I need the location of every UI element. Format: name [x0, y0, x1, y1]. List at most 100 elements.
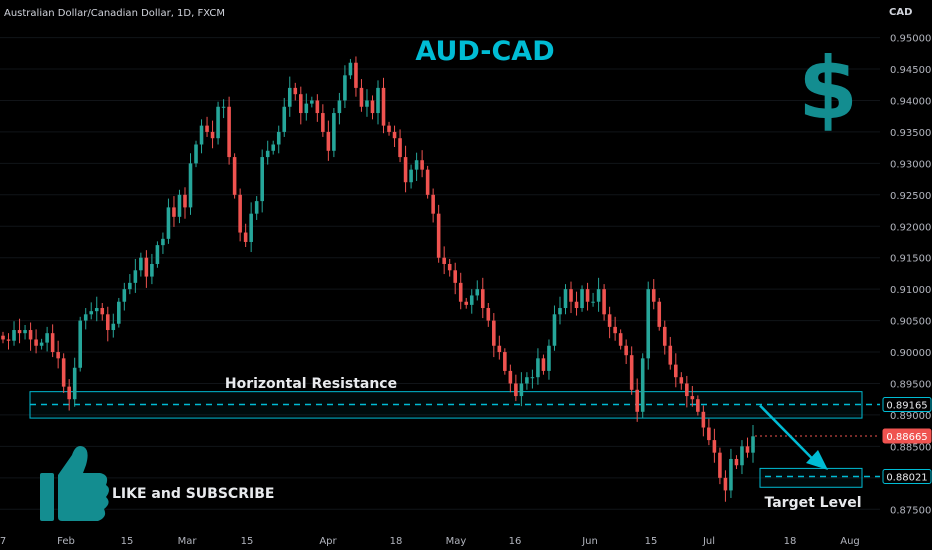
candle-body — [674, 364, 678, 378]
dollar-sign-icon: $ — [798, 39, 858, 139]
candle-body — [414, 160, 419, 170]
candle-body — [111, 323, 116, 331]
candle-body — [6, 339, 11, 341]
candle — [745, 437, 750, 458]
price-axis[interactable]: 0.95000 0.94500 0.94000 0.93500 0.93000 0.925… — [882, 34, 932, 517]
candle — [172, 196, 176, 227]
candle-body — [194, 144, 198, 164]
candle-body — [580, 289, 584, 309]
candle — [607, 306, 612, 339]
currency-label: CAD — [889, 7, 912, 18]
candle — [227, 96, 231, 165]
candle-body — [574, 301, 579, 309]
candle — [569, 281, 573, 314]
y-tick-label: 0.94500 — [890, 65, 931, 76]
y-tick-label: 0.91500 — [890, 254, 931, 265]
candle-body — [734, 458, 739, 466]
candle — [221, 99, 226, 119]
candle-body — [326, 131, 331, 151]
candle-body — [696, 399, 700, 412]
resistance-label: Horizontal Resistance — [225, 376, 397, 392]
candle — [315, 94, 320, 122]
candle-body — [315, 100, 320, 114]
candle — [67, 379, 71, 411]
candle — [271, 140, 276, 155]
candle-body — [492, 320, 496, 346]
x-tick-label: Jul — [702, 536, 715, 547]
candle-body — [249, 213, 253, 242]
candle — [72, 357, 77, 407]
candle-body — [117, 301, 121, 324]
price-tag: 0.89165 — [882, 397, 932, 413]
candle-body — [712, 440, 717, 453]
candle-body — [657, 301, 662, 327]
thumbs-up-icon[interactable] — [40, 446, 109, 521]
candle — [155, 241, 160, 268]
candle-body — [276, 131, 281, 145]
candle-body — [618, 333, 623, 346]
candle-body — [1, 335, 5, 340]
candle-body — [12, 330, 16, 341]
candle-body — [585, 289, 590, 302]
candle — [122, 282, 127, 311]
candle — [657, 297, 662, 331]
candle-body — [122, 289, 127, 302]
candle — [89, 302, 94, 320]
candle-body — [591, 301, 595, 303]
y-tick-label: 0.93000 — [890, 159, 931, 170]
candle — [563, 284, 568, 315]
candle — [365, 89, 369, 117]
candle — [723, 470, 728, 502]
target-zone — [759, 467, 863, 488]
candle — [640, 353, 645, 419]
candle-body — [453, 270, 457, 283]
candle-body — [370, 100, 375, 114]
candle — [734, 455, 739, 470]
candle — [442, 246, 446, 275]
y-tick-label: 0.95000 — [890, 34, 931, 45]
candle-body — [464, 301, 469, 305]
candle — [425, 165, 430, 199]
candle — [83, 308, 88, 330]
candle — [343, 65, 347, 109]
candle-body — [359, 87, 364, 107]
price-tag: 0.88021 — [882, 469, 932, 485]
candle-body — [216, 106, 220, 139]
candle — [370, 95, 375, 120]
candle-body — [72, 367, 77, 400]
candle-body — [227, 106, 231, 158]
time-axis[interactable]: 7 Feb 15 Mar 15 Apr 18 May 16 Jun 15 Jul 18 Aug — [0, 536, 860, 547]
price-tag-box — [882, 397, 932, 413]
candle-body — [321, 113, 325, 132]
y-tick-label: 0.92500 — [890, 191, 931, 202]
candle-body — [486, 308, 491, 321]
candle — [304, 93, 309, 121]
candle-body — [613, 326, 617, 334]
candle-body — [536, 358, 540, 378]
candle-body — [28, 330, 33, 340]
candle — [144, 250, 149, 288]
candle — [210, 120, 215, 149]
candle-body — [89, 311, 94, 315]
y-tick-label: 0.89000 — [890, 411, 931, 422]
candle — [519, 372, 524, 407]
candle — [6, 333, 11, 350]
candle — [78, 316, 82, 372]
candle — [541, 354, 546, 375]
candle — [359, 79, 364, 112]
candle-body — [238, 194, 242, 233]
candle-body — [50, 333, 55, 353]
candle-body — [662, 326, 667, 346]
candle-body — [552, 314, 557, 346]
candle-body — [299, 94, 303, 114]
overlays — [755, 404, 880, 470]
candle-body — [310, 100, 314, 104]
candle — [56, 340, 60, 369]
candle — [34, 329, 38, 354]
candle — [536, 348, 540, 385]
candle-body — [39, 342, 44, 346]
candle — [260, 149, 264, 213]
candle-body — [701, 411, 706, 428]
